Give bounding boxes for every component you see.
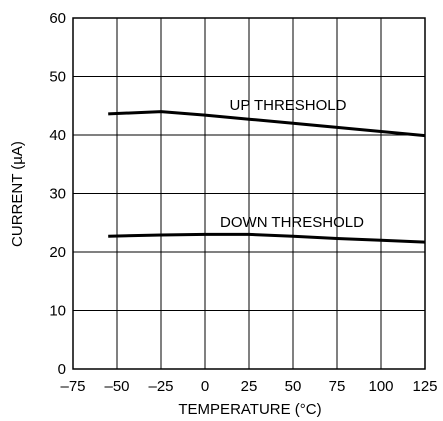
x-tick-label: 0 [201, 378, 209, 395]
y-tick-label: 30 [49, 186, 66, 203]
up-threshold-line [108, 110, 426, 138]
plot-frame [72, 17, 426, 370]
y-tick-label: 0 [58, 361, 66, 378]
y-tick-label: 60 [49, 10, 66, 27]
x-tick-label: –25 [148, 378, 173, 395]
down-threshold-label: DOWN THRESHOLD [220, 214, 364, 231]
series-lines [108, 110, 426, 244]
x-tick-label: 100 [368, 378, 393, 395]
y-axis-title: CURRENT (µA) [9, 141, 26, 247]
y-tick-labels: 0 10 20 30 40 50 60 [49, 10, 66, 378]
x-tick-label: 50 [285, 378, 302, 395]
x-tick-label: 25 [241, 378, 258, 395]
x-tick-labels: –75 –50 –25 0 25 50 75 100 125 [60, 378, 437, 395]
x-tick-label: –50 [104, 378, 129, 395]
x-axis-title: TEMPERATURE (°C) [178, 401, 321, 418]
up-threshold-label: UP THRESHOLD [230, 97, 347, 114]
grid [72, 17, 426, 370]
x-tick-label: 75 [329, 378, 346, 395]
x-tick-label: 125 [412, 378, 437, 395]
down-threshold-line [108, 232, 426, 244]
y-tick-label: 20 [49, 244, 66, 261]
y-tick-label: 50 [49, 69, 66, 86]
y-tick-label: 10 [49, 303, 66, 320]
x-tick-label: –75 [60, 378, 85, 395]
y-tick-label: 40 [49, 127, 66, 144]
